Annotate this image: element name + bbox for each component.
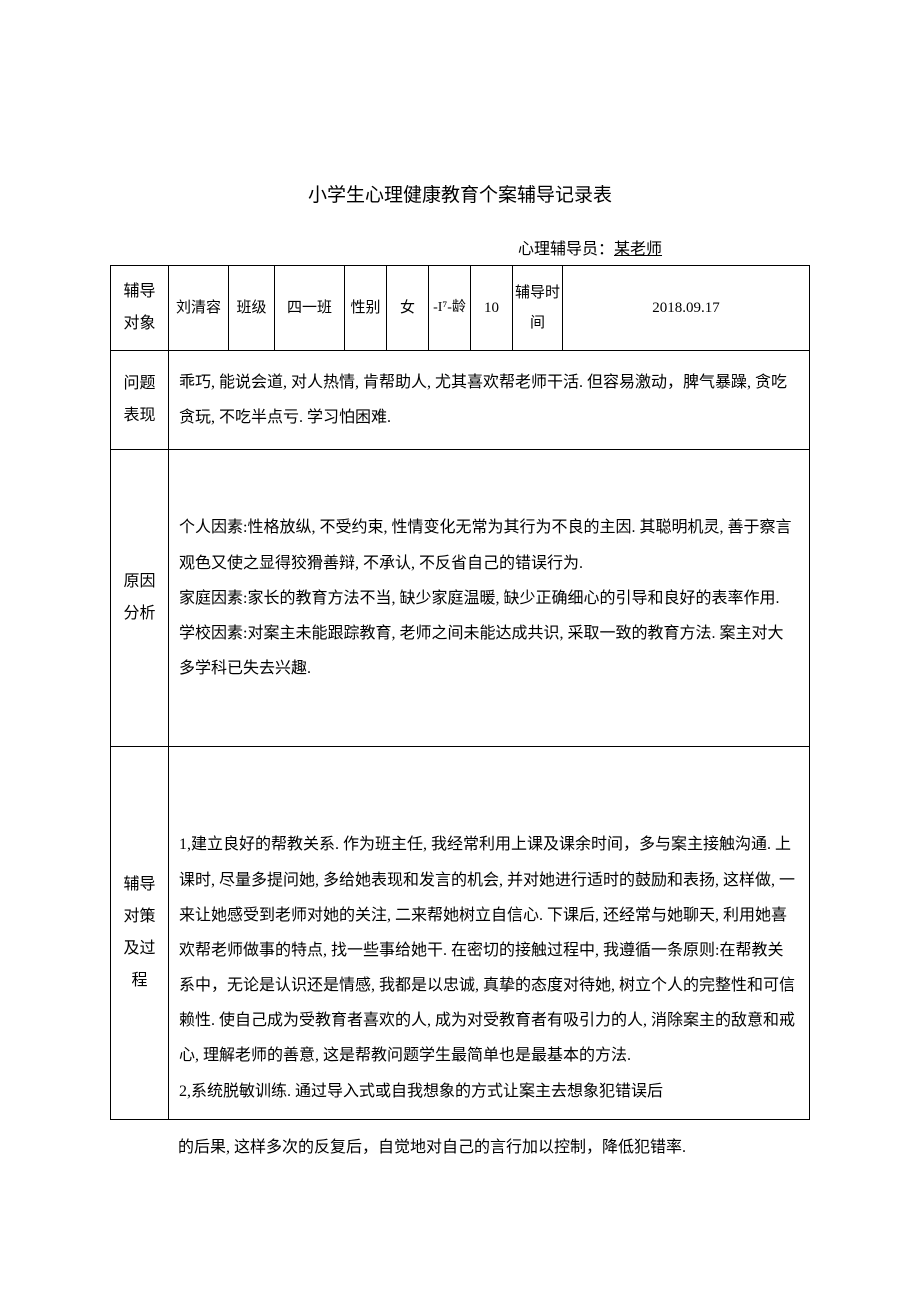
- reason-content: 个人因素:性格放纵, 不受约束, 性情变化无常为其行为不良的主因. 其聪明机灵,…: [169, 450, 810, 747]
- reason-label: 原因分析: [111, 450, 169, 747]
- time-label: 辅导时间: [513, 266, 563, 351]
- page-title: 小学生心理健康教育个案辅导记录表: [110, 180, 810, 207]
- counselor-name: 某老师: [614, 241, 662, 258]
- class-label: 班级: [229, 266, 275, 351]
- age-value: 10: [471, 266, 513, 351]
- table-row-problem: 问题表现 乖巧, 能说会道, 对人热情, 肯帮助人, 尤其喜欢帮老师干活. 但容…: [111, 351, 810, 450]
- problem-label: 问题表现: [111, 351, 169, 450]
- counselor-line: 心理辅导员：某老师: [110, 235, 810, 259]
- subject-value: 刘清容: [169, 266, 229, 351]
- strategy-label: 辅导对策及过程: [111, 747, 169, 1120]
- subject-label: 辅导对象: [111, 266, 169, 351]
- gender-value: 女: [387, 266, 429, 351]
- gender-label: 性别: [345, 266, 387, 351]
- strategy-content: 1,建立良好的帮教关系. 作为班主任, 我经常利用上课及课余时间，多与案主接触沟…: [169, 747, 810, 1120]
- counselor-label: 心理辅导员：: [518, 241, 614, 258]
- table-row-reason: 原因分析 个人因素:性格放纵, 不受约束, 性情变化无常为其行为不良的主因. 其…: [111, 450, 810, 747]
- table-row-header: 辅导对象 刘清容 班级 四一班 性别 女 -I⁷-龄 10 辅导时间 2018.…: [111, 266, 810, 351]
- table-row-strategy: 辅导对策及过程 1,建立良好的帮教关系. 作为班主任, 我经常利用上课及课余时间…: [111, 747, 810, 1120]
- age-label: -I⁷-龄: [429, 266, 471, 351]
- record-table: 辅导对象 刘清容 班级 四一班 性别 女 -I⁷-龄 10 辅导时间 2018.…: [110, 265, 810, 1120]
- time-value: 2018.09.17: [563, 266, 810, 351]
- problem-content: 乖巧, 能说会道, 对人热情, 肯帮助人, 尤其喜欢帮老师干活. 但容易激动，脾…: [169, 351, 810, 450]
- class-value: 四一班: [275, 266, 345, 351]
- footer-continuation: 的后果, 这样多次的反复后，自觉地对自己的言行加以控制，降低犯错率.: [110, 1120, 810, 1175]
